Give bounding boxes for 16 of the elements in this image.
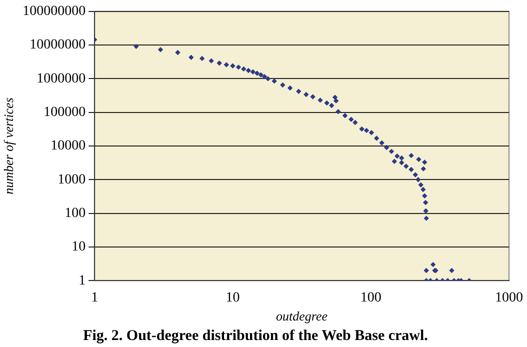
y-tick-label: 10 [72,240,86,255]
x-tick-label: 100 [360,290,382,306]
x-tick-label: 1 [91,290,98,306]
x-tick-label: 1000 [495,290,523,306]
y-tick-label: 1 [78,273,86,288]
x-axis-title: outdegree [276,308,328,324]
y-tick-label: 100000000 [22,4,86,20]
x-tick-label: 10 [226,290,240,306]
y-tick-label: 100000 [44,105,86,120]
y-tick-label: 10000 [50,138,86,154]
y-axis-title: number of vertices [1,98,16,194]
y-tick-label: 10000000 [30,38,86,53]
y-tick-label: 1000000 [36,71,86,86]
y-tick-label: 1000 [58,172,86,188]
text: Fig. 2. Out-degree distribution of the Web Base crawl. [83,328,428,344]
y-tick-label: 100 [64,206,86,221]
